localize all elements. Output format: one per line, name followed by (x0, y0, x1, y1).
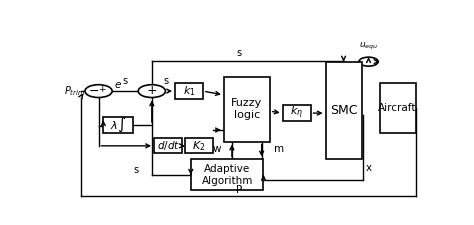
Bar (175, 83, 203, 99)
Bar (154, 138, 182, 153)
Text: $d/dt$: $d/dt$ (156, 139, 180, 152)
Text: SMC: SMC (330, 104, 357, 117)
Circle shape (359, 57, 378, 66)
Text: Fuzzy
logic: Fuzzy logic (231, 98, 263, 120)
Text: $k_{\eta}$: $k_{\eta}$ (290, 105, 303, 121)
Text: Adaptive
Algorithm: Adaptive Algorithm (201, 164, 253, 186)
Text: P: P (236, 185, 242, 195)
Bar (103, 117, 134, 133)
Text: s: s (163, 76, 168, 86)
Text: $k_1$: $k_1$ (182, 84, 195, 98)
Text: $-$: $-$ (88, 84, 100, 97)
Text: $+$: $+$ (98, 84, 107, 94)
Text: $K_2$: $K_2$ (192, 139, 206, 153)
Text: $P_{trim}$: $P_{trim}$ (64, 84, 85, 98)
Bar (380, 83, 416, 133)
Bar (326, 62, 362, 159)
Text: Aircraft: Aircraft (378, 103, 417, 113)
Text: m: m (274, 144, 284, 154)
Bar (283, 105, 310, 121)
Text: x: x (366, 163, 372, 173)
Bar (224, 77, 270, 142)
Text: $+$: $+$ (146, 84, 157, 97)
Text: s: s (237, 48, 242, 58)
Circle shape (138, 85, 165, 97)
Text: s: s (134, 165, 139, 175)
Circle shape (85, 85, 112, 97)
Text: w: w (212, 144, 221, 154)
Text: e: e (114, 79, 120, 90)
Bar (185, 138, 213, 153)
Bar (191, 159, 264, 190)
Text: s: s (123, 76, 128, 86)
Text: $\lambda\int$: $\lambda\int$ (110, 116, 127, 134)
Text: $u_{equ}$: $u_{equ}$ (359, 41, 378, 52)
